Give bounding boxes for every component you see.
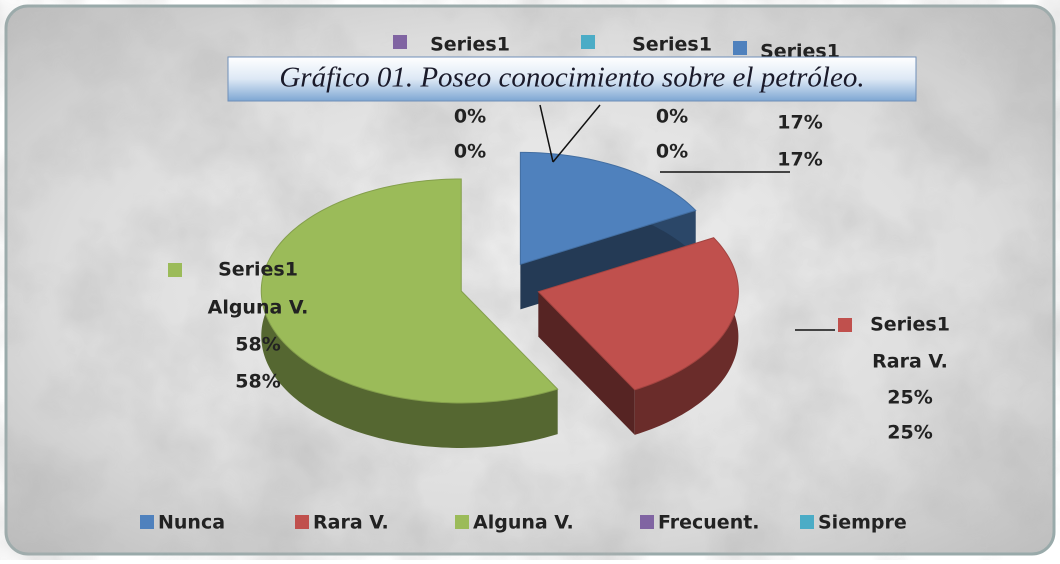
label-value: 0%: [454, 106, 486, 128]
slice-side: [634, 237, 739, 435]
label-key: [168, 263, 182, 277]
label-category: Rara V.: [872, 351, 948, 373]
legend-label: Frecuent.: [658, 512, 760, 534]
label-value: 17%: [777, 149, 822, 171]
title-box: [227, 56, 917, 102]
legend-key: [295, 515, 309, 529]
leader-line: [552, 104, 601, 163]
label-key: [581, 35, 595, 49]
slice-top: [519, 151, 697, 266]
label-series: Series1: [632, 34, 712, 56]
legend-label: Nunca: [158, 512, 225, 534]
legend-key: [640, 515, 654, 529]
label-key: [393, 35, 407, 49]
label-value: 25%: [887, 387, 932, 409]
legend-label: Alguna V.: [473, 512, 574, 534]
label-value: 17%: [777, 112, 822, 134]
slice: [537, 237, 739, 435]
chart-title: Gráfico 01. Poseo conocimiento sobre el …: [279, 62, 864, 94]
label-value: 25%: [887, 422, 932, 444]
label-value: 0%: [656, 106, 688, 128]
slice-wall: [538, 291, 635, 435]
data-labels: Series1 17% 17% Series1 Rara V. 25% 25% Series1…: [168, 34, 950, 444]
slice-top: [537, 237, 739, 391]
label-value: 0%: [454, 141, 486, 163]
label-category: Alguna V.: [208, 297, 309, 319]
leader-line: [539, 104, 554, 163]
label-value: 58%: [235, 334, 280, 356]
legend-label: Rara V.: [313, 512, 389, 534]
label-value: 58%: [235, 371, 280, 393]
label-value: 0%: [656, 141, 688, 163]
slice-top: [260, 178, 559, 404]
legend-key: [455, 515, 469, 529]
label-series: Series1: [870, 314, 950, 336]
legend-label: Siempre: [818, 512, 907, 534]
label-series: Series1: [430, 34, 510, 56]
slice: [260, 178, 559, 448]
label-key: [838, 318, 852, 332]
legend-key: [140, 515, 154, 529]
label-key: [733, 41, 747, 55]
legend-key: [800, 515, 814, 529]
label-series: Series1: [218, 259, 298, 281]
pie: [260, 151, 739, 448]
legend: Nunca Rara V. Alguna V. Frecuent. Siempre: [140, 512, 907, 534]
